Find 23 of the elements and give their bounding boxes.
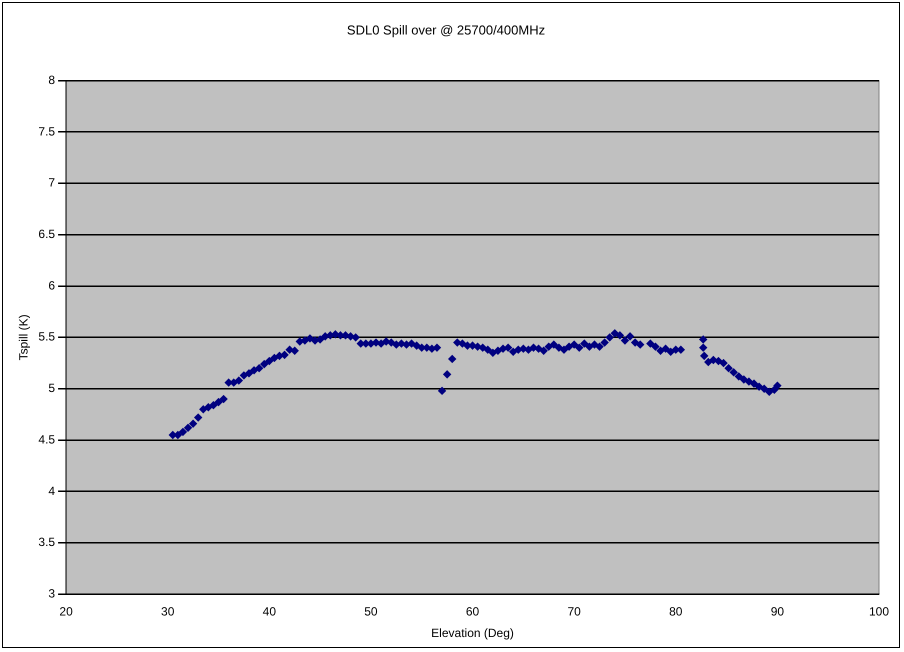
- x-tick-label: 40: [262, 604, 276, 619]
- y-tick-label: 3.5: [38, 535, 56, 550]
- y-tick-label: 4: [48, 484, 56, 498]
- y-tick-label: 5: [48, 381, 56, 396]
- y-tick-label: 7: [48, 176, 56, 190]
- y-tick-label: 4.5: [38, 432, 56, 446]
- y-axis-title: Tspill (K): [16, 314, 31, 360]
- y-tick-label: 8: [48, 72, 56, 87]
- y-tick-label: 5.5: [38, 330, 56, 344]
- y-tick-label: 3: [48, 586, 56, 601]
- x-tick-label: 80: [669, 604, 683, 619]
- chart-title: SDL0 Spill over @ 25700/400MHz: [346, 22, 546, 38]
- x-axis-title: Elevation (Deg): [431, 626, 514, 640]
- x-tick-label: 90: [770, 604, 784, 619]
- x-tick-label: 50: [364, 604, 378, 619]
- x-tick-label: 70: [567, 604, 582, 619]
- x-tick-label: 60: [466, 604, 480, 619]
- y-tick-label: 6.5: [38, 226, 56, 241]
- x-tick-label: 20: [59, 604, 74, 619]
- x-tick-label: 100: [868, 604, 890, 619]
- y-tick-label: 6: [48, 278, 56, 292]
- x-tick-label: 30: [161, 604, 175, 619]
- y-tick-label: 7.5: [38, 124, 56, 138]
